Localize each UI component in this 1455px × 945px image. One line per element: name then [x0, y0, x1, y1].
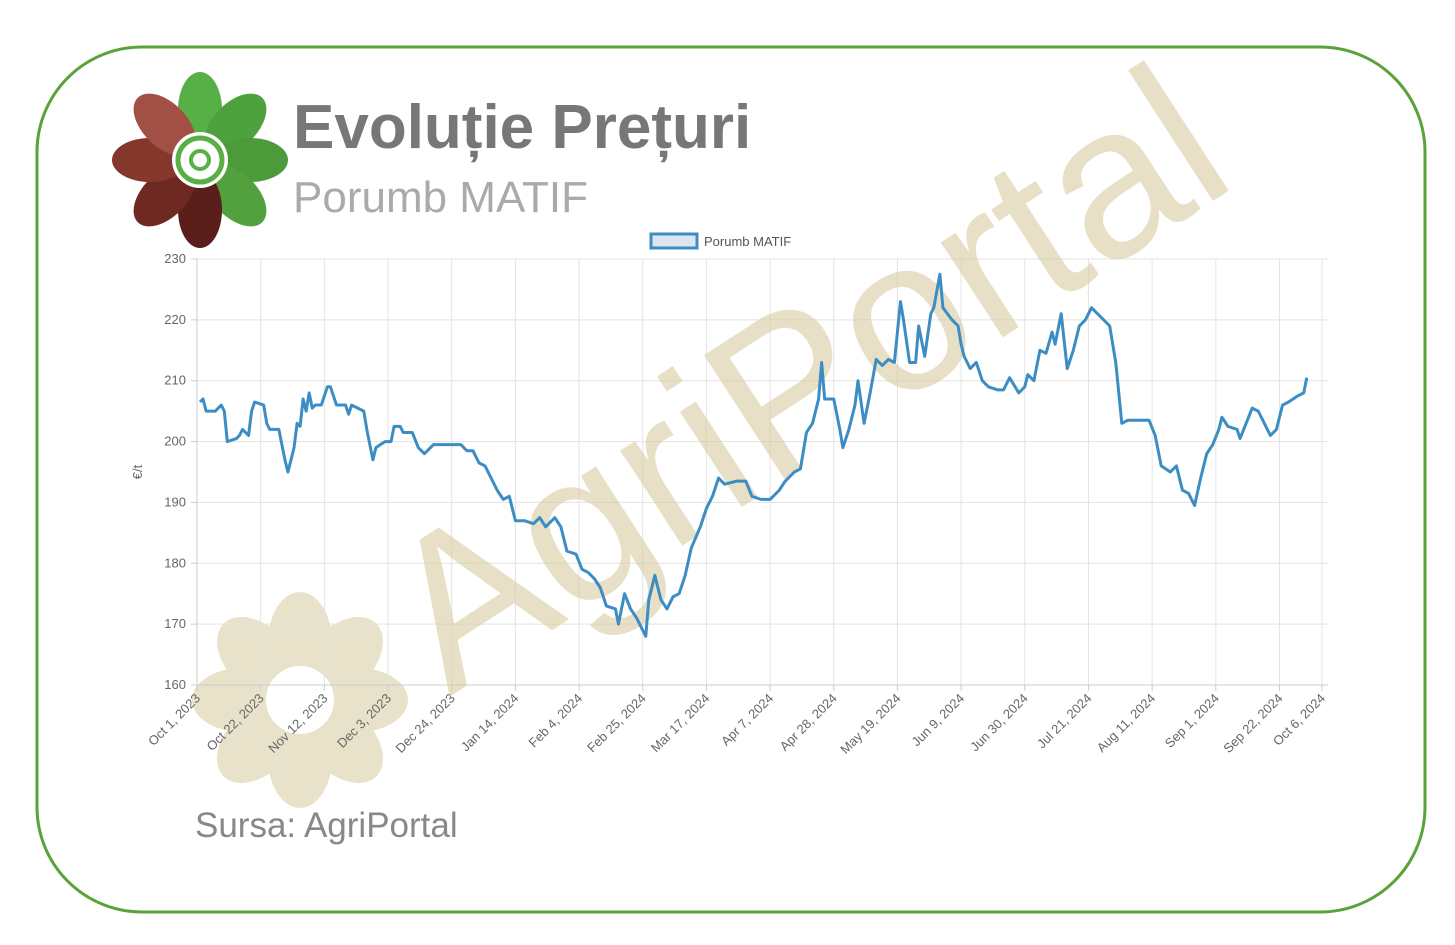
title: Evoluție Prețuri [293, 93, 751, 162]
y-tick-label: 170 [164, 616, 186, 631]
y-tick-label: 180 [164, 555, 186, 570]
y-tick-label: 200 [164, 434, 186, 449]
y-tick-label: 160 [164, 677, 186, 692]
source: Sursa: AgriPortal [195, 806, 458, 845]
y-tick-label: 230 [164, 251, 186, 266]
watermark-flower [192, 592, 408, 808]
y-tick-label: 190 [164, 494, 186, 509]
series-layer: Porumb MATIF [198, 232, 1309, 638]
y-tick-label: 210 [164, 373, 186, 388]
y-axis-label: €/t [130, 464, 145, 479]
legend-label: Porumb MATIF [704, 234, 791, 249]
subtitle: Porumb MATIF [293, 173, 588, 222]
logo [112, 72, 288, 248]
legend-swatch [649, 232, 699, 250]
y-tick-label: 220 [164, 312, 186, 327]
series-line [198, 272, 1309, 638]
